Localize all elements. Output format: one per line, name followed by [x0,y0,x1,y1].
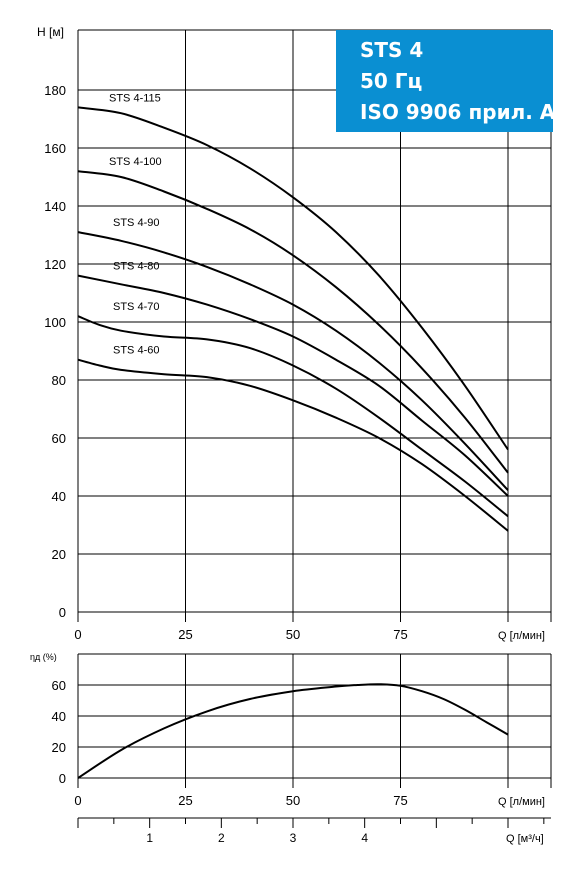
efficiency-chart: 0 20 40 60 0 25 50 75 ηд (%) Q [л/мин] 1 2 3 4 Q [… [30,652,552,845]
head-y-tick-label: 160 [44,141,66,156]
m3h-tick-label: 1 [146,831,153,845]
head-curve-sts-4-100 [77,170,509,474]
head-y-tick-label: 100 [44,315,66,330]
head-x-tick-label: 25 [178,627,192,642]
efficiency-x-tick-label: 75 [393,793,407,808]
head-series-label: STS 4-115 [109,92,161,104]
efficiency-ticks: 0 20 40 60 0 25 50 75 [52,678,408,808]
head-series-label: STS 4-60 [113,345,159,357]
title-line-frequency: 50 Гц [360,69,423,93]
efficiency-grid [77,653,552,788]
head-y-tick-label: 80 [52,373,66,388]
title-line-model: STS 4 [360,38,424,62]
head-y-tick-label: 40 [52,489,66,504]
head-curves [77,106,509,532]
efficiency-x-tick-label: 50 [286,793,300,808]
head-grid [77,29,552,622]
head-x-tick-label: 75 [393,627,407,642]
head-x-axis-label: Q [л/мин] [498,630,545,642]
efficiency-y-tick-label: 20 [52,740,66,755]
head-ticks: 0 20 40 60 80 100 120 140 160 180 0 25 50 75 [44,83,407,642]
head-y-tick-label: 20 [52,547,66,562]
head-y-tick-label: 180 [44,83,66,98]
efficiency-x-tick-label: 0 [74,793,81,808]
head-curve-sts-4-60 [77,358,509,532]
head-x-tick-label: 50 [286,627,300,642]
title-line-standard: ISO 9906 прил. А [360,100,556,124]
head-curve-sts-4-90 [77,231,509,491]
efficiency-y-tick-label: 40 [52,709,66,724]
head-y-axis-label: H [м] [37,25,64,39]
efficiency-x-axis-label: Q [л/мин] [498,796,545,808]
m3h-tick-label: 3 [290,831,297,845]
head-y-tick-label: 120 [44,257,66,272]
efficiency-y-tick-label: 0 [59,771,66,786]
head-curve-sts-4-70 [77,315,509,518]
head-series-label: STS 4-80 [113,261,159,273]
efficiency-y-tick-label: 60 [52,678,66,693]
m3h-axis-label: Q [м³/ч] [506,833,544,845]
head-y-tick-label: 0 [59,605,66,620]
head-series-label: STS 4-70 [113,301,159,313]
efficiency-curves [77,683,509,779]
head-series-label: STS 4-90 [113,217,159,229]
head-curve-sts-4-80 [77,274,509,497]
head-y-tick-label: 60 [52,431,66,446]
efficiency-x-tick-label: 25 [178,793,192,808]
head-x-tick-label: 0 [74,627,81,642]
head-curve-sts-4-115 [77,106,509,451]
head-y-tick-label: 140 [44,199,66,214]
title-box: STS 4 50 Гц ISO 9906 прил. А [336,30,556,132]
m3h-tick-label: 2 [218,831,225,845]
m3h-axis: 1 2 3 4 [77,817,551,845]
efficiency-y-axis-label: ηд (%) [30,652,57,662]
head-series-label: STS 4-100 [109,156,162,168]
head-series-labels: STS 4-115 STS 4-100 STS 4-90 STS 4-80 STS 4-… [109,92,162,356]
efficiency-curve [77,683,509,779]
head-chart: 0 20 40 60 80 100 120 140 160 180 0 25 50 75 STS 4-11… [37,25,552,642]
m3h-tick-label: 4 [361,831,368,845]
